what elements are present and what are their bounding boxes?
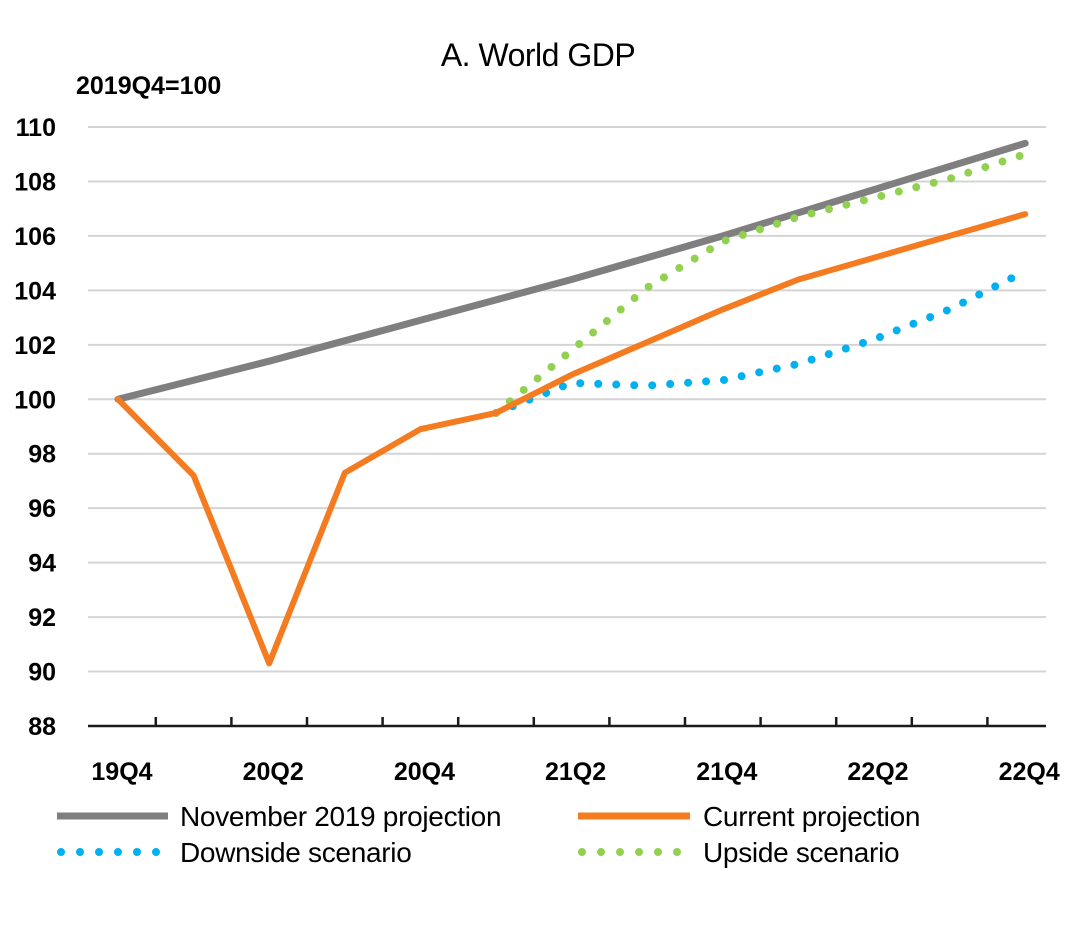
legend-label-0: November 2019 projection [180,801,501,832]
x-axis: 19Q4 20Q2 20Q4 21Q2 21Q4 22Q2 22Q4 [88,717,1060,786]
y-tick-label: 102 [14,332,56,360]
y-tick-label: 90 [28,659,56,687]
y-tick-label: 100 [14,386,56,414]
series-line-1 [115,211,1029,667]
x-tick-label: 22Q4 [999,758,1060,786]
y-tick-label: 88 [28,713,56,741]
gridlines [88,126,1046,673]
legend: November 2019 projection Current projecti… [57,801,920,868]
series-line-3 [492,150,1030,417]
x-tick-label: 21Q4 [696,758,757,786]
x-tick-label: 20Q4 [394,758,455,786]
series-line-2 [492,267,1030,417]
y-unit-label: 2019Q4=100 [76,72,221,100]
y-tick-label: 104 [14,277,56,305]
y-tick-label: 110 [16,114,56,142]
y-tick-label: 94 [28,550,56,578]
x-tick-label: 19Q4 [91,758,152,786]
series-lines [114,139,1030,667]
chart-title: A. World GDP [441,37,635,73]
x-tick-label: 22Q2 [847,758,908,786]
y-tick-label: 92 [28,604,56,632]
y-tick-label: 98 [28,441,56,469]
series-line-0 [114,139,1029,403]
y-tick-label: 108 [14,168,56,196]
legend-label-1: Current projection [703,801,920,832]
y-axis-ticks: 88 90 92 94 96 98 100 102 104 106 108 110 [14,114,56,741]
x-tick-label: 20Q2 [243,758,304,786]
y-tick-label: 106 [14,223,56,251]
legend-label-3: Upside scenario [703,837,899,868]
y-tick-label: 96 [28,495,56,523]
x-tick-label: 21Q2 [545,758,606,786]
legend-label-2: Downside scenario [180,837,411,868]
